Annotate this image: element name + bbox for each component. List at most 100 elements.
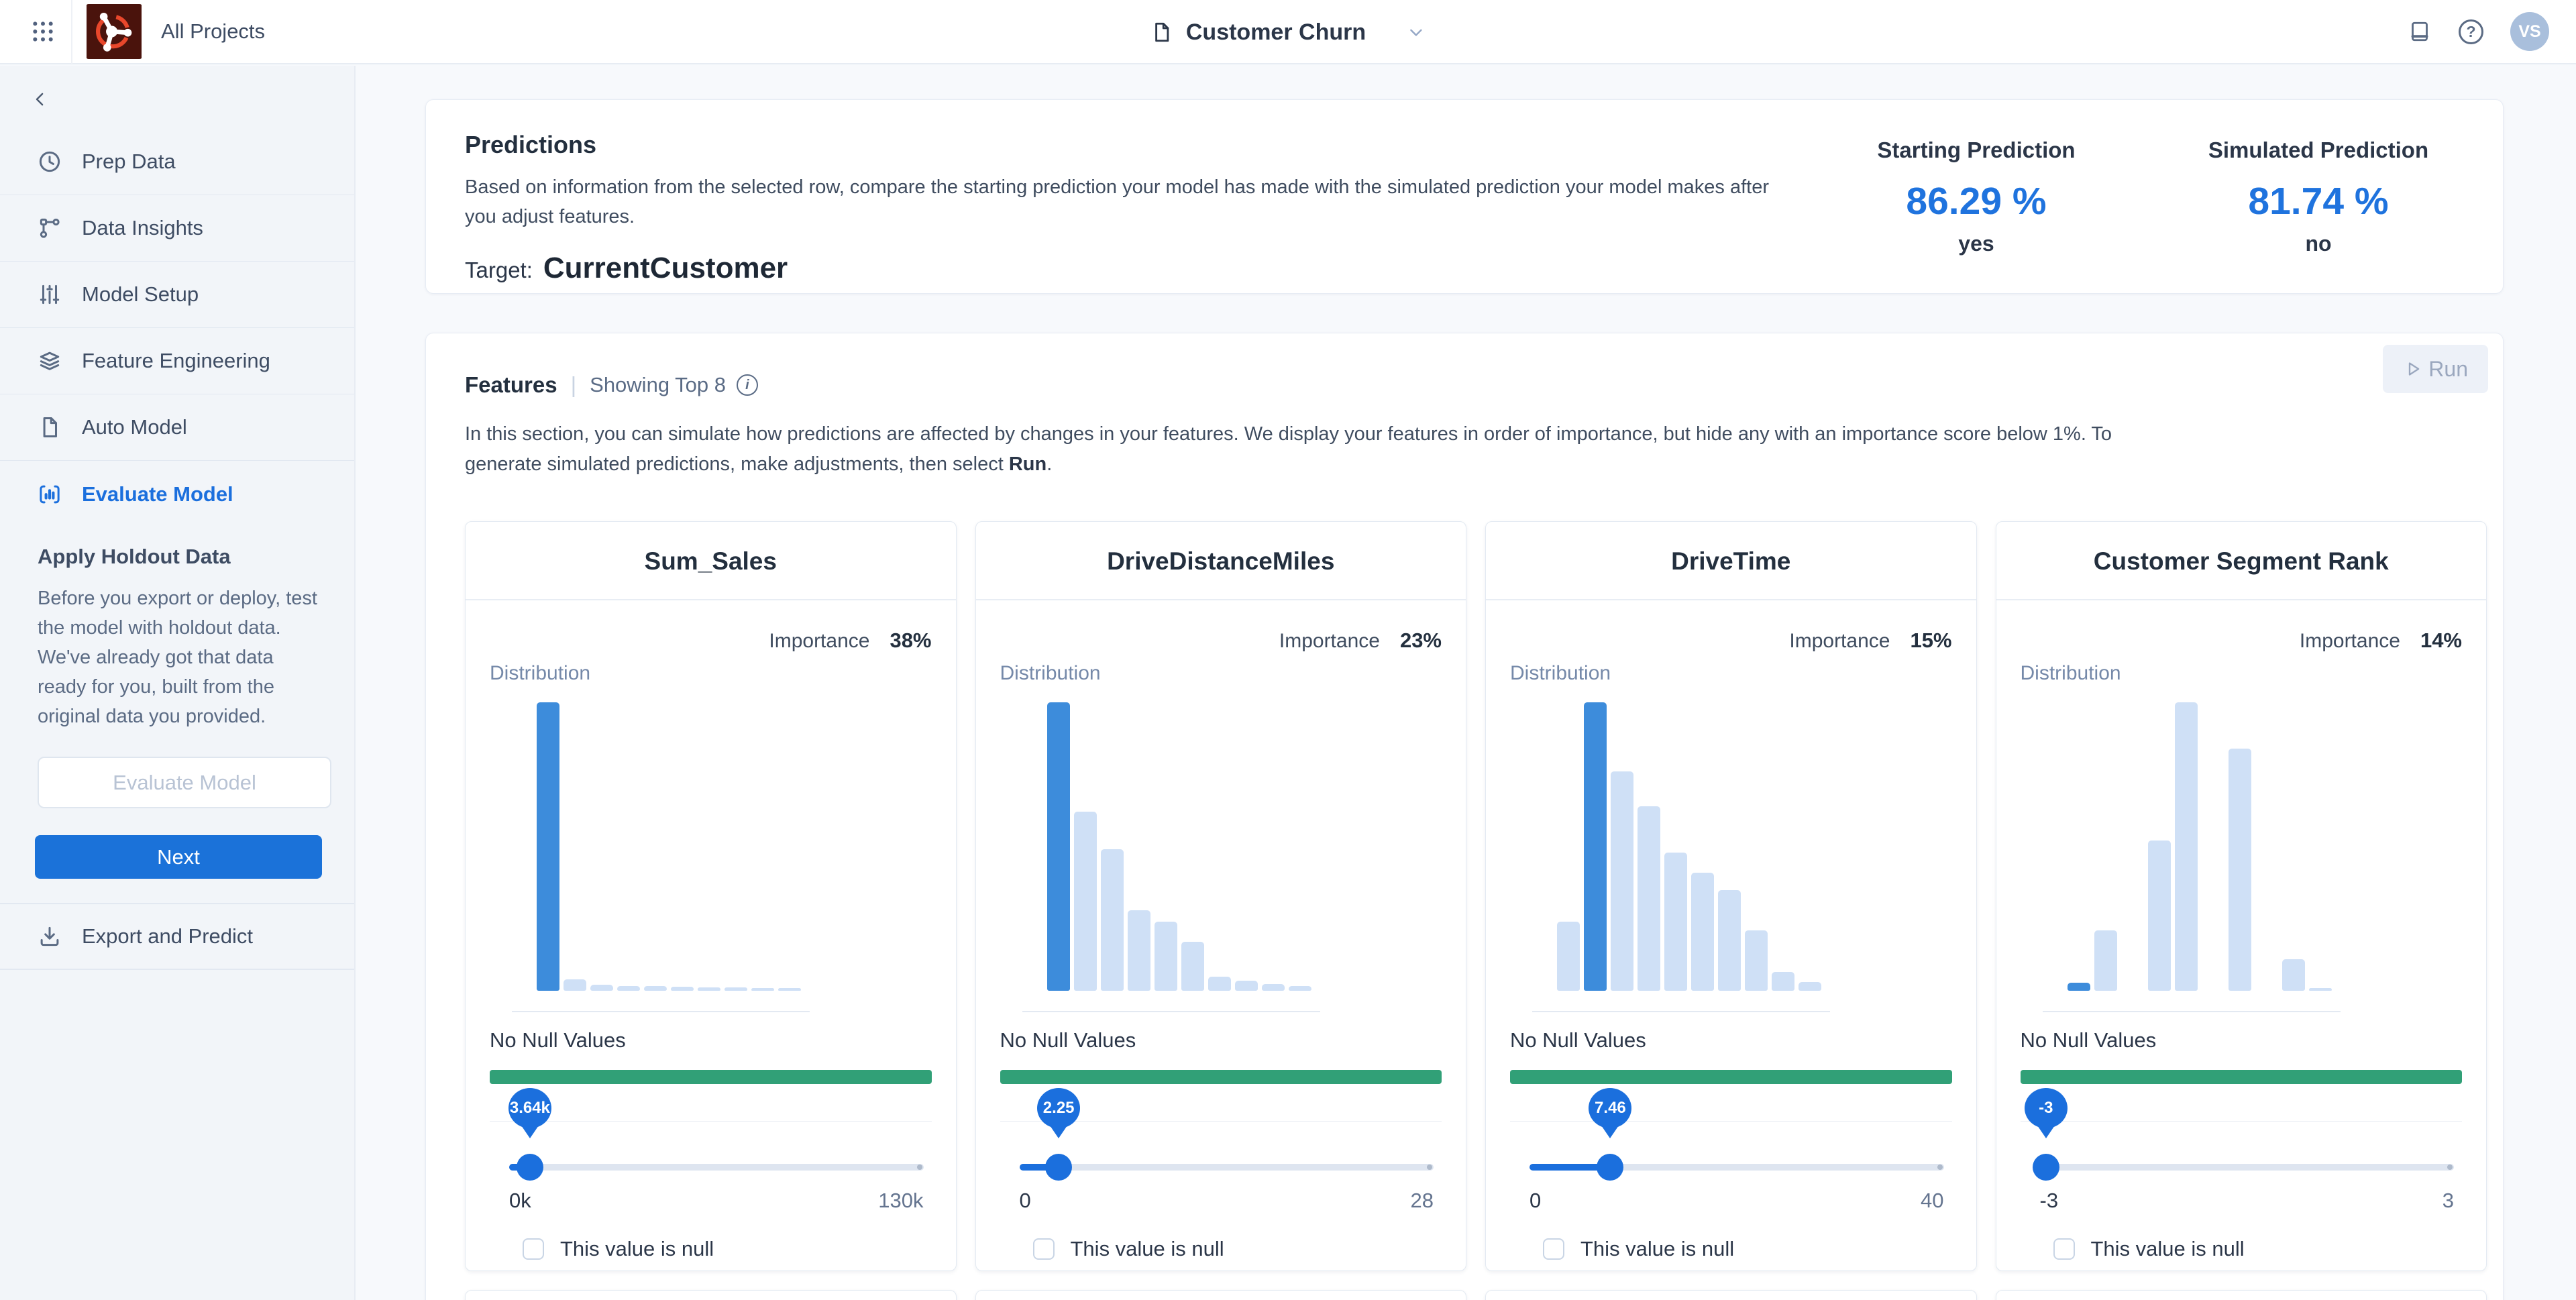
slider-track[interactable]	[509, 1164, 924, 1171]
slider-track[interactable]	[2040, 1164, 2455, 1171]
info-icon[interactable]: i	[737, 374, 758, 396]
value-is-null-checkbox[interactable]	[523, 1238, 544, 1260]
histogram-bar	[671, 987, 694, 991]
header-divider	[71, 0, 72, 64]
histogram-axis-line	[1532, 1011, 1830, 1012]
importance-value: 14%	[2420, 629, 2462, 652]
histogram-bar	[1181, 942, 1204, 991]
histogram-bar	[1718, 890, 1741, 991]
feature-value-slider[interactable]	[2040, 1154, 2455, 1181]
simulated-prediction: Simulated Prediction 81.74 % no	[2147, 138, 2489, 293]
histogram-axis-line	[512, 1011, 810, 1012]
sidebar-collapse-button[interactable]	[25, 85, 55, 114]
predictions-panel: Predictions Based on information from th…	[425, 99, 2504, 294]
slider-track[interactable]	[1020, 1164, 1434, 1171]
feature-card	[1996, 1290, 2487, 1300]
distribution-label: Distribution	[490, 662, 932, 685]
starting-prediction-label: Starting Prediction	[1805, 138, 2147, 163]
slider-end-dot	[1427, 1164, 1432, 1170]
grid-icon	[30, 16, 56, 47]
slider-min-label: 0	[1020, 1189, 1031, 1213]
app-grid-button[interactable]	[27, 15, 59, 48]
evaluate-model-button[interactable]: Evaluate Model	[38, 757, 331, 808]
histogram-bar	[1557, 922, 1580, 991]
slider-handle[interactable]	[2033, 1154, 2059, 1181]
histogram-bar	[1074, 812, 1097, 991]
slider-end-dot	[2447, 1164, 2453, 1170]
value-is-null-checkbox[interactable]	[1033, 1238, 1055, 1260]
holdout-panel: Apply Holdout Data Before you export or …	[0, 527, 354, 879]
slider-end-dot	[1937, 1164, 1943, 1170]
app-logo[interactable]	[86, 4, 142, 59]
separator: |	[571, 372, 577, 398]
holdout-title: Apply Holdout Data	[38, 545, 325, 569]
starting-prediction-class: yes	[1805, 231, 2147, 256]
insights-icon	[36, 215, 63, 241]
target-label: Target:	[465, 258, 533, 283]
avatar[interactable]: VS	[2510, 12, 2549, 51]
play-icon	[2403, 359, 2423, 379]
value-is-null-label: This value is null	[560, 1237, 714, 1261]
distribution-histogram	[1022, 702, 1320, 991]
value-is-null-label: This value is null	[1071, 1237, 1224, 1261]
project-switcher[interactable]: Customer Churn	[1150, 0, 1426, 64]
feature-value-slider[interactable]	[509, 1154, 924, 1181]
sidebar-item-feature-engineering[interactable]: Feature Engineering	[0, 328, 354, 394]
features-panel: Features | Showing Top 8 i Run In this s…	[425, 333, 2504, 1300]
sidebar-item-evaluate-model[interactable]: Evaluate Model	[0, 461, 354, 527]
file-icon	[36, 414, 63, 441]
distribution-histogram	[1532, 702, 1830, 991]
histogram-bar	[2309, 988, 2332, 991]
value-is-null-checkbox[interactable]	[2053, 1238, 2075, 1260]
histogram-bar	[1745, 930, 1768, 991]
histogram-bar	[537, 702, 559, 991]
importance-value: 38%	[890, 629, 931, 652]
no-null-values-bar	[1000, 1070, 1442, 1084]
importance-value: 23%	[1400, 629, 1442, 652]
histogram-bar	[2068, 983, 2090, 991]
histogram-bar	[1155, 922, 1177, 991]
top-header: All Projects Customer Churn ? VS	[0, 0, 2576, 64]
histogram-bar	[1611, 771, 1633, 991]
feature-card-drivetime: DriveTime Importance15% Distribution No …	[1485, 521, 1977, 1271]
next-button[interactable]: Next	[35, 835, 322, 879]
starting-prediction-value: 86.29 %	[1805, 179, 2147, 223]
sidebar-item-export-and-predict[interactable]: Export and Predict	[0, 903, 354, 970]
distribution-histogram	[2043, 702, 2341, 991]
sliders-icon	[36, 281, 63, 308]
all-projects-link[interactable]: All Projects	[161, 19, 265, 44]
slider-end-dot	[917, 1164, 922, 1170]
slider-handle[interactable]	[1045, 1154, 1072, 1181]
help-button[interactable]: ?	[2459, 19, 2483, 44]
sidebar-item-prep-data[interactable]: Prep Data	[0, 129, 354, 195]
histogram-bar	[1262, 984, 1285, 991]
value-is-null-label: This value is null	[1580, 1237, 1734, 1261]
feature-card-title: Sum_Sales	[466, 522, 956, 600]
showing-top-label: Showing Top 8	[590, 373, 726, 397]
histogram-bar	[1047, 702, 1070, 991]
feature-card-customer-segment-rank: Customer Segment Rank Importance14% Dist…	[1996, 521, 2487, 1271]
null-status-label: No Null Values	[490, 1028, 932, 1052]
slider-min-label: -3	[2040, 1189, 2059, 1213]
histogram-bar	[2094, 930, 2117, 991]
sidebar-item-data-insights[interactable]: Data Insights	[0, 195, 354, 262]
feature-cards-row-2	[465, 1290, 2487, 1300]
slider-handle[interactable]	[517, 1154, 543, 1181]
histogram-bar	[590, 985, 613, 991]
sidebar-item-model-setup[interactable]: Model Setup	[0, 262, 354, 328]
feature-value-slider[interactable]	[1020, 1154, 1434, 1181]
simulated-prediction-label: Simulated Prediction	[2147, 138, 2489, 163]
histogram-bar	[1289, 986, 1311, 991]
features-title: Features	[465, 372, 557, 398]
docs-button[interactable]	[2408, 19, 2432, 44]
slider-max-label: 40	[1921, 1189, 1943, 1213]
feature-value-slider[interactable]	[1529, 1154, 1944, 1181]
run-button[interactable]: Run	[2383, 345, 2488, 393]
value-is-null-label: This value is null	[2091, 1237, 2245, 1261]
predictions-description: Based on information from the selected r…	[465, 172, 1793, 231]
slider-handle[interactable]	[1597, 1154, 1623, 1181]
sidebar-item-auto-model[interactable]: Auto Model	[0, 394, 354, 461]
no-null-values-bar	[2021, 1070, 2463, 1084]
feature-card-title: DriveTime	[1486, 522, 1976, 600]
value-is-null-checkbox[interactable]	[1543, 1238, 1564, 1260]
